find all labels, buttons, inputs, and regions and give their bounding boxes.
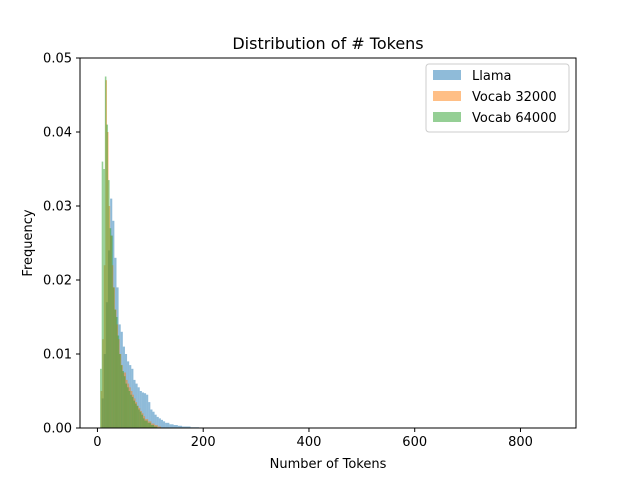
y-axis-ticks: 0.00 0.01 0.02 0.03 0.04 0.05	[43, 52, 80, 437]
legend-label-vocab-64000: Vocab 64000	[472, 111, 557, 126]
histogram-bar	[150, 409, 153, 428]
histogram-bar	[115, 317, 118, 428]
histogram-bar	[139, 391, 142, 428]
x-tick-label: 200	[191, 435, 216, 450]
histogram-bar	[157, 426, 161, 428]
histogram-bar	[125, 383, 128, 428]
histogram-bar	[131, 396, 134, 428]
histogram-bar	[109, 228, 112, 428]
y-tick-label: 0.01	[43, 348, 72, 363]
histogram-bar	[143, 393, 147, 428]
histogram-bar	[123, 376, 126, 428]
histogram-bar	[101, 161, 104, 428]
histogram-bar	[154, 414, 157, 428]
y-tick-label: 0.02	[43, 274, 72, 289]
histogram-bar	[146, 394, 149, 428]
legend-swatch-vocab-64000	[433, 112, 461, 122]
chart-title: Distribution of # Tokens	[232, 34, 423, 53]
histogram-bar	[142, 418, 145, 428]
legend-box	[425, 63, 570, 133]
histogram-bar	[154, 426, 158, 428]
y-tick-label: 0.00	[43, 422, 72, 437]
histogram-bar	[148, 402, 151, 428]
histogram-bar	[100, 368, 102, 428]
histogram-bar	[120, 365, 123, 428]
histogram-bar	[119, 354, 121, 428]
histogram-bar	[169, 424, 174, 428]
histogram-bar	[160, 419, 164, 428]
x-axis-title: Number of Tokens	[270, 457, 387, 472]
histogram-bar	[103, 169, 105, 428]
histogram-bar	[147, 422, 151, 428]
histogram-bar	[112, 287, 115, 428]
series-vocab-64000	[100, 76, 158, 428]
histogram-bar	[156, 416, 159, 428]
legend-swatch-vocab-32000	[433, 91, 461, 101]
x-axis-ticks: 0 200 400 600 800	[93, 428, 533, 450]
x-tick-label: 0	[93, 435, 101, 450]
histogram-bar	[150, 425, 155, 428]
legend-label-vocab-32000: Vocab 32000	[472, 90, 557, 105]
x-tick-label: 600	[402, 435, 427, 450]
y-tick-label: 0.04	[43, 126, 72, 141]
histogram-bar	[117, 335, 120, 428]
histogram-bar	[114, 309, 116, 428]
histogram-bar	[127, 387, 129, 428]
y-axis-title: Frequency	[21, 209, 36, 276]
histogram-bar	[165, 422, 170, 428]
histogram-bar	[122, 371, 124, 428]
x-tick-label: 400	[297, 435, 322, 450]
histogram-bar	[139, 411, 142, 428]
histogram-bar	[138, 409, 140, 428]
plot-frame	[79, 57, 577, 429]
histogram-bar	[177, 425, 183, 428]
legend-label-llama: Llama	[472, 69, 511, 84]
x-tick-label: 800	[508, 435, 533, 450]
histogram-bar	[152, 411, 155, 428]
histogram-bar	[111, 235, 113, 428]
histogram-bar	[182, 426, 191, 428]
y-tick-label: 0.05	[43, 52, 72, 67]
histogram-bar	[141, 414, 143, 428]
histogram-bar	[134, 403, 137, 428]
histogram-bar	[144, 420, 148, 428]
legend-swatch-llama	[433, 70, 461, 80]
histogram-bar	[133, 400, 135, 428]
histogram-bar	[108, 180, 110, 428]
histogram-bar	[141, 392, 144, 428]
histogram-bar	[106, 124, 109, 428]
histogram-bar	[136, 405, 139, 428]
histogram-bar	[130, 394, 132, 428]
histogram-bar	[163, 421, 166, 428]
y-tick-label: 0.03	[43, 200, 72, 215]
bars-layer	[100, 76, 208, 428]
histogram-bar	[104, 76, 107, 428]
histogram-bar	[128, 391, 131, 428]
histogram-bar	[158, 418, 161, 428]
legend: Llama Vocab 32000 Vocab 64000	[425, 63, 570, 133]
histogram-bar	[173, 425, 178, 428]
